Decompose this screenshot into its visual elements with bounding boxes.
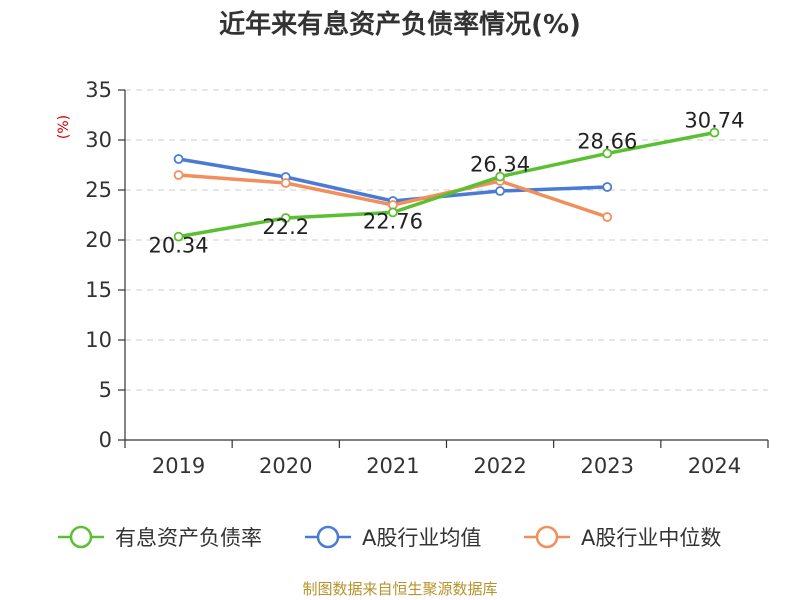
axes: 0 5 10 15 20 25 30 35 2019 2020 2021 2022 2023 2024 xyxy=(85,78,769,478)
y-axis-label: (%) xyxy=(56,115,72,139)
series-line-0 xyxy=(178,130,715,239)
source-note: 制图数据来自恒生聚源数据库 xyxy=(302,580,497,598)
x-tick-label-2020: 2020 xyxy=(259,454,312,478)
data-label-2022: 26.34 xyxy=(470,153,530,177)
series-point-1-2022 xyxy=(495,186,505,196)
chart-title: 近年来有息资产负债率情况(%) xyxy=(219,9,581,40)
x-tick-label-2024: 2024 xyxy=(688,454,741,478)
y-tick-label-0: 0 xyxy=(99,428,112,452)
series-point-2-2019 xyxy=(173,170,184,180)
y-tick-label-35: 35 xyxy=(85,78,112,102)
x-tick-label-2019: 2019 xyxy=(152,454,205,478)
series-point-2-2020 xyxy=(280,178,291,188)
series-point-1-2019 xyxy=(173,154,184,164)
legend-label-0: 有息资产负债率 xyxy=(115,526,262,550)
data-label-2020: 22.2 xyxy=(262,215,309,239)
series-0 xyxy=(173,127,720,242)
y-tick-label-30: 30 xyxy=(85,128,112,152)
series-point-0-2023 xyxy=(602,148,613,159)
series-point-0-2019 xyxy=(173,231,184,242)
x-tick-label-2023: 2023 xyxy=(581,454,634,478)
x-tick-label-2022: 2022 xyxy=(473,454,526,478)
legend-marker-0 xyxy=(69,525,93,549)
y-tick-label-20: 20 xyxy=(85,228,112,252)
series-point-0-2024 xyxy=(709,127,720,138)
series-2 xyxy=(173,170,613,222)
legend: 有息资产负债率 A股行业均值 A股行业中位数 xyxy=(58,525,721,550)
legend-item-1: A股行业均值 xyxy=(305,525,481,550)
legend-marker-1 xyxy=(316,525,340,549)
series-layer xyxy=(173,127,720,242)
legend-label-1: A股行业均值 xyxy=(362,526,481,550)
data-label-2024: 30.74 xyxy=(684,109,744,133)
series-point-1-2023 xyxy=(602,182,613,192)
y-tick-label-15: 15 xyxy=(85,278,112,302)
legend-item-0: 有息资产负债率 xyxy=(58,525,262,550)
data-label-2021: 22.76 xyxy=(363,209,423,233)
series-point-0-2022 xyxy=(495,171,505,182)
data-label-2019: 20.34 xyxy=(149,234,209,258)
legend-label-2: A股行业中位数 xyxy=(581,526,721,550)
gridlines xyxy=(125,89,768,391)
data-label-2023: 28.66 xyxy=(577,129,637,153)
y-tick-label-5: 5 xyxy=(99,378,112,402)
legend-marker-2 xyxy=(535,525,559,549)
series-point-2-2023 xyxy=(602,212,613,222)
legend-item-2: A股行业中位数 xyxy=(524,525,721,550)
y-tick-label-10: 10 xyxy=(85,328,112,352)
series-point-0-2021 xyxy=(388,207,398,218)
x-tick-label-2021: 2021 xyxy=(366,454,419,478)
series-point-0-2020 xyxy=(280,213,291,223)
data-labels: 20.34 22.2 22.76 26.34 28.66 30.74 xyxy=(149,109,745,258)
y-tick-label-25: 25 xyxy=(85,178,112,202)
